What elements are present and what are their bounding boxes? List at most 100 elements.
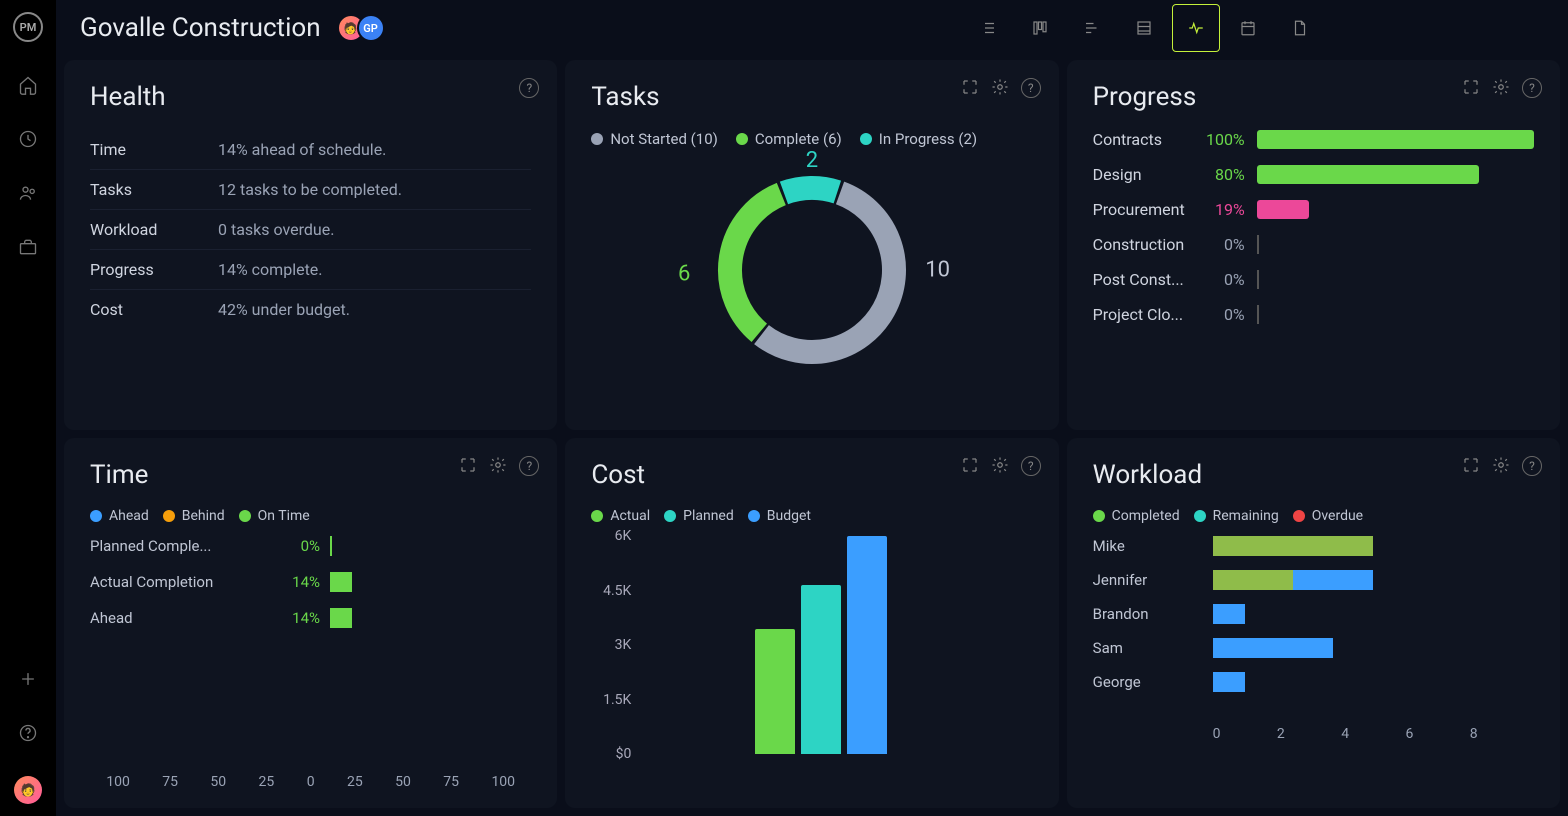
cost-chart: 6K4.5K3K1.5K$0 — [635, 536, 1032, 776]
view-tab-health[interactable] — [1172, 4, 1220, 52]
main-area: Govalle Construction 🧑 GP Health ? Time1… — [56, 0, 1568, 816]
time-label: Actual Completion — [90, 573, 270, 591]
app-logo[interactable]: PM — [13, 12, 43, 42]
health-row: Cost42% under budget. — [90, 290, 531, 329]
gear-icon[interactable] — [991, 456, 1011, 476]
cost-ylabel: 3K — [591, 637, 631, 653]
time-pct: 14% — [270, 573, 320, 591]
time-pct: 14% — [270, 609, 320, 627]
workload-segment — [1213, 672, 1245, 692]
health-value: 14% complete. — [218, 260, 323, 279]
home-icon[interactable] — [17, 74, 39, 96]
progress-name: Procurement — [1093, 200, 1193, 219]
health-row: Progress14% complete. — [90, 250, 531, 290]
avatar-2[interactable]: GP — [357, 14, 385, 42]
legend-item[interactable]: Behind — [163, 508, 225, 524]
health-label: Workload — [90, 220, 218, 239]
time-bar — [330, 536, 332, 556]
legend-item[interactable]: In Progress (2) — [860, 130, 977, 148]
workload-name: Jennifer — [1093, 571, 1213, 589]
workload-name: Sam — [1093, 639, 1213, 657]
time-row: Ahead14% — [90, 608, 531, 628]
expand-icon[interactable] — [961, 456, 981, 476]
workload-row: Sam — [1093, 638, 1534, 658]
expand-icon[interactable] — [961, 78, 981, 98]
team-icon[interactable] — [17, 182, 39, 204]
workload-segment — [1293, 570, 1373, 590]
tasks-legend: Not Started (10) Complete (6) In Progress … — [591, 130, 1032, 148]
legend-item[interactable]: Overdue — [1293, 508, 1363, 524]
legend-label: Complete (6) — [755, 130, 842, 148]
legend-label: Budget — [767, 508, 811, 524]
view-tab-file[interactable] — [1276, 4, 1324, 52]
workload-bar — [1213, 638, 1534, 658]
legend-item[interactable]: Planned — [664, 508, 734, 524]
cost-bar — [755, 629, 795, 754]
health-value: 14% ahead of schedule. — [218, 140, 386, 159]
help-icon[interactable]: ? — [519, 456, 539, 476]
progress-bar — [1257, 200, 1534, 219]
workload-name: George — [1093, 673, 1213, 691]
view-tab-list[interactable] — [964, 4, 1012, 52]
gear-icon[interactable] — [991, 78, 1011, 98]
view-tab-calendar[interactable] — [1224, 4, 1272, 52]
member-avatars[interactable]: 🧑 GP — [337, 14, 385, 42]
cost-ylabel: 4.5K — [591, 583, 631, 599]
help-icon[interactable]: ? — [519, 78, 539, 98]
expand-icon[interactable] — [459, 456, 479, 476]
cost-ylabel: $0 — [591, 746, 631, 762]
expand-icon[interactable] — [1462, 78, 1482, 98]
dashboard-grid: Health ? Time14% ahead of schedule.Tasks… — [56, 56, 1568, 816]
time-row: Planned Comple...0% — [90, 536, 531, 556]
user-avatar[interactable]: 🧑 — [14, 776, 42, 804]
help-icon[interactable] — [17, 722, 39, 744]
briefcase-icon[interactable] — [17, 236, 39, 258]
time-pct: 0% — [270, 537, 320, 555]
legend-item[interactable]: Budget — [748, 508, 811, 524]
gear-icon[interactable] — [489, 456, 509, 476]
progress-bar — [1257, 305, 1534, 324]
progress-bar — [1257, 165, 1534, 184]
help-icon[interactable]: ? — [1021, 78, 1041, 98]
time-axis: 1007550250255075100 — [90, 774, 531, 790]
left-rail: PM 🧑 — [0, 0, 56, 816]
progress-bar — [1257, 270, 1534, 289]
cost-bar — [847, 536, 887, 754]
legend-item[interactable]: On Time — [239, 508, 310, 524]
help-icon[interactable]: ? — [1522, 78, 1542, 98]
time-bar — [330, 572, 352, 592]
gear-icon[interactable] — [1492, 456, 1512, 476]
time-card: Time ? AheadBehindOn Time Planned Comple… — [64, 438, 557, 808]
gear-icon[interactable] — [1492, 78, 1512, 98]
workload-row: Brandon — [1093, 604, 1534, 624]
workload-bar — [1213, 604, 1534, 624]
health-label: Time — [90, 140, 218, 159]
tasks-card: Tasks ? Not Started (10)Complete (6)In P… — [565, 60, 1058, 430]
view-tab-table[interactable] — [1120, 4, 1168, 52]
legend-label: Not Started (10) — [610, 130, 718, 148]
view-tab-gantt[interactable] — [1068, 4, 1116, 52]
workload-row: George — [1093, 672, 1534, 692]
add-icon[interactable] — [17, 668, 39, 690]
help-icon[interactable]: ? — [1522, 456, 1542, 476]
expand-icon[interactable] — [1462, 456, 1482, 476]
legend-item[interactable]: Actual — [591, 508, 650, 524]
legend-item[interactable]: Completed — [1093, 508, 1180, 524]
help-icon[interactable]: ? — [1021, 456, 1041, 476]
health-label: Cost — [90, 300, 218, 319]
clock-icon[interactable] — [17, 128, 39, 150]
progress-bar — [1257, 130, 1534, 149]
legend-item[interactable]: Not Started (10) — [591, 130, 718, 148]
cost-ylabel: 1.5K — [591, 692, 631, 708]
legend-item[interactable]: Ahead — [90, 508, 149, 524]
workload-row: Mike — [1093, 536, 1534, 556]
legend-item[interactable]: Complete (6) — [736, 130, 842, 148]
progress-name: Post Const... — [1093, 270, 1193, 289]
legend-item[interactable]: Remaining — [1194, 508, 1279, 524]
view-tab-board[interactable] — [1016, 4, 1064, 52]
workload-name: Brandon — [1093, 605, 1213, 623]
legend-label: On Time — [258, 508, 310, 524]
workload-segment — [1213, 536, 1374, 556]
workload-bar — [1213, 536, 1534, 556]
progress-name: Project Clo... — [1093, 305, 1193, 324]
